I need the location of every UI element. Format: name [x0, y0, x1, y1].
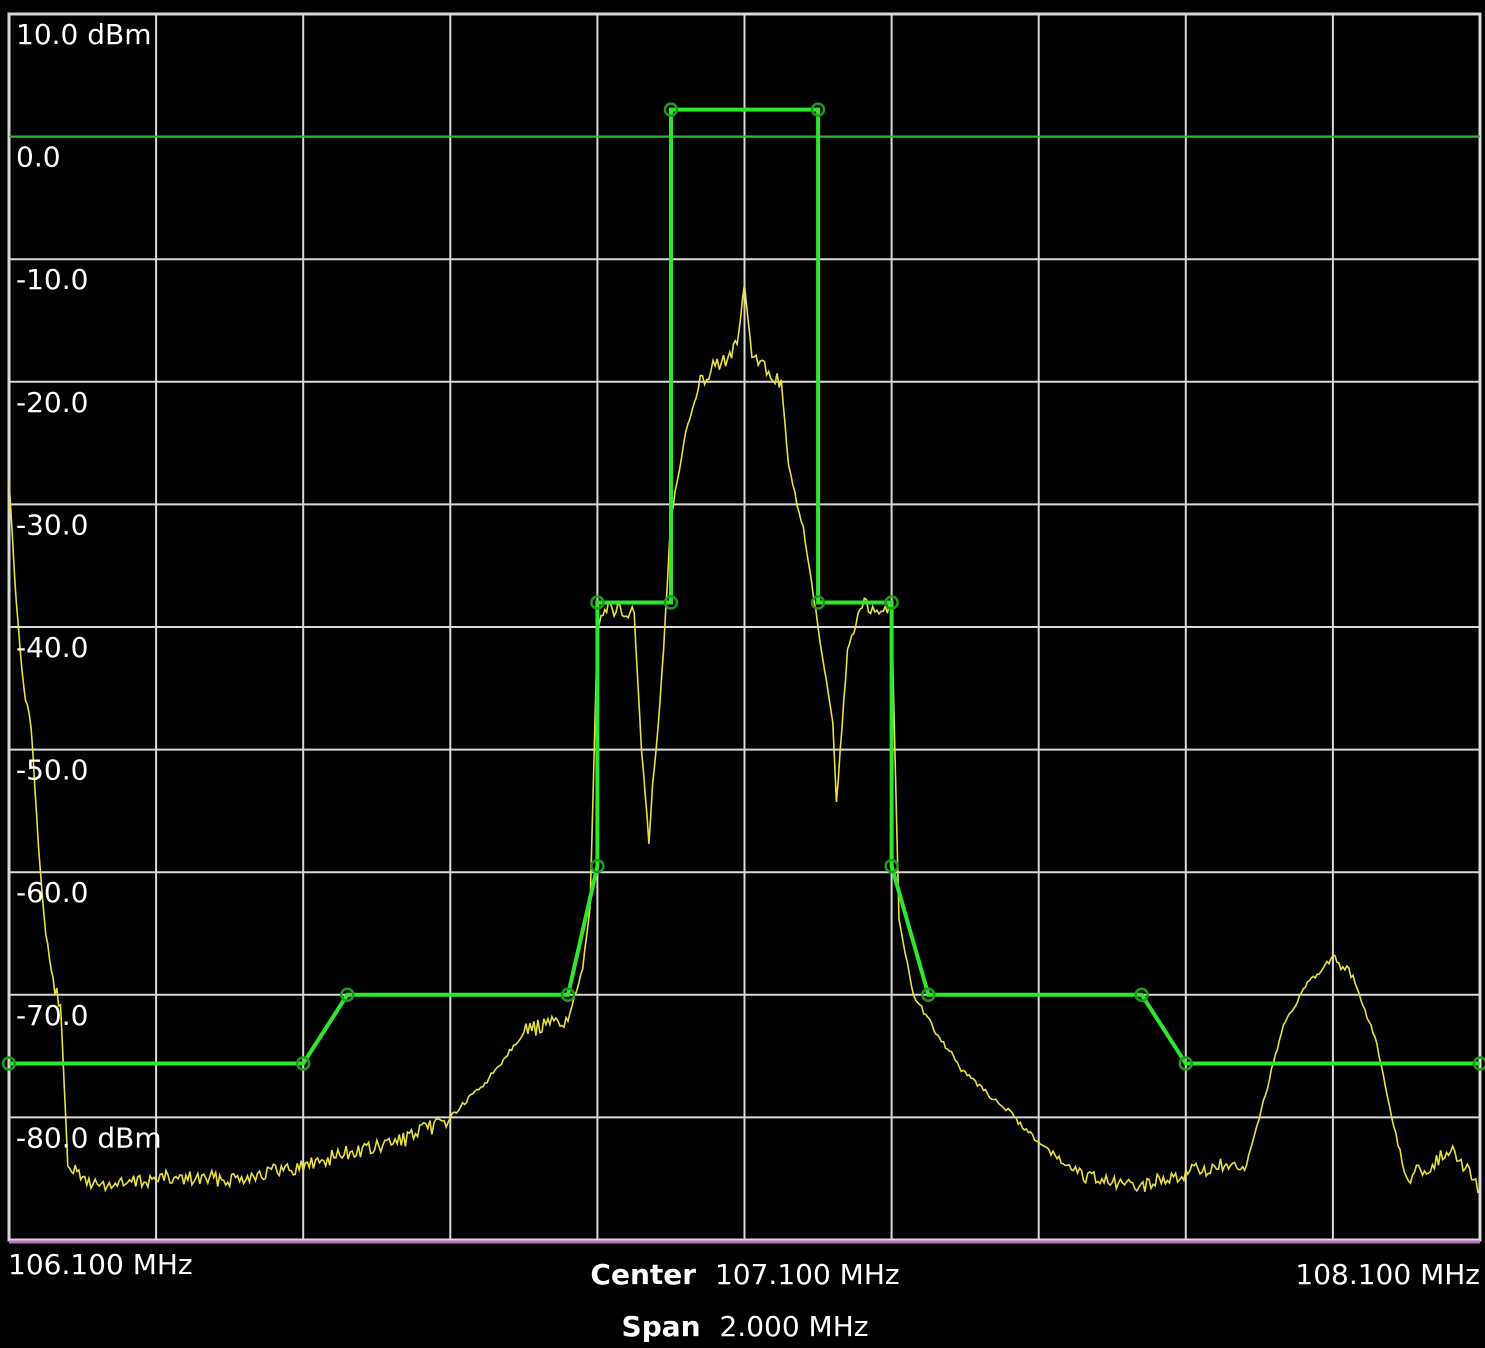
limit-mask-point — [921, 987, 936, 1003]
y-tick-label: 10.0 dBm — [16, 18, 152, 51]
center-label: Center — [590, 1258, 696, 1291]
span-label: Span — [622, 1310, 701, 1343]
y-tick-label: -50.0 — [16, 754, 88, 787]
limit-mask-point — [560, 987, 576, 1003]
limit-mask-point — [663, 595, 679, 610]
traces-layer — [1, 102, 1485, 1194]
y-tick-label: -30.0 — [16, 508, 88, 541]
limit-mask-point — [663, 102, 679, 117]
y-tick-label: -10.0 — [16, 263, 88, 296]
limit-mask-point — [295, 1056, 311, 1071]
limit-mask-point — [1, 1056, 17, 1071]
y-tick-label: -80.0 dBm — [16, 1121, 162, 1154]
limit-mask-point — [590, 858, 605, 874]
x-start-label: 106.100 MHz — [8, 1248, 193, 1281]
limit-mask-point — [590, 595, 605, 610]
gridlines — [9, 14, 1480, 1240]
y-tick-label: -40.0 — [16, 631, 88, 664]
limit-mask-line — [9, 107, 1480, 1066]
limit-mask-point — [884, 858, 899, 874]
limit-mask-point — [340, 987, 355, 1003]
y-tick-label: 0.0 — [16, 141, 61, 174]
x-stop-label: 108.100 MHz — [1295, 1258, 1480, 1291]
limit-mask-point — [1472, 1056, 1485, 1071]
y-tick-label: -60.0 — [16, 876, 88, 909]
center-value: 107.100 MHz — [715, 1258, 900, 1291]
y-tick-label: -70.0 — [16, 999, 88, 1032]
limit-mask-point — [1178, 1056, 1194, 1071]
y-tick-label: -20.0 — [16, 386, 88, 419]
limit-mask-point — [884, 595, 899, 610]
limit-mask-point — [1134, 987, 1149, 1003]
y-tick-labels: 10.0 dBm 0.0 -10.0 -20.0 -30.0 -40.0 -50.0 -60.… — [16, 18, 162, 1154]
limit-mask-point — [810, 595, 826, 610]
center-readout: Center 107.100 MHz — [590, 1258, 899, 1291]
spectrum-trace — [8, 284, 1481, 1194]
limit-mask-point — [810, 102, 826, 117]
span-value: 2.000 MHz — [719, 1310, 868, 1343]
span-readout: Span 2.000 MHz — [622, 1310, 869, 1343]
